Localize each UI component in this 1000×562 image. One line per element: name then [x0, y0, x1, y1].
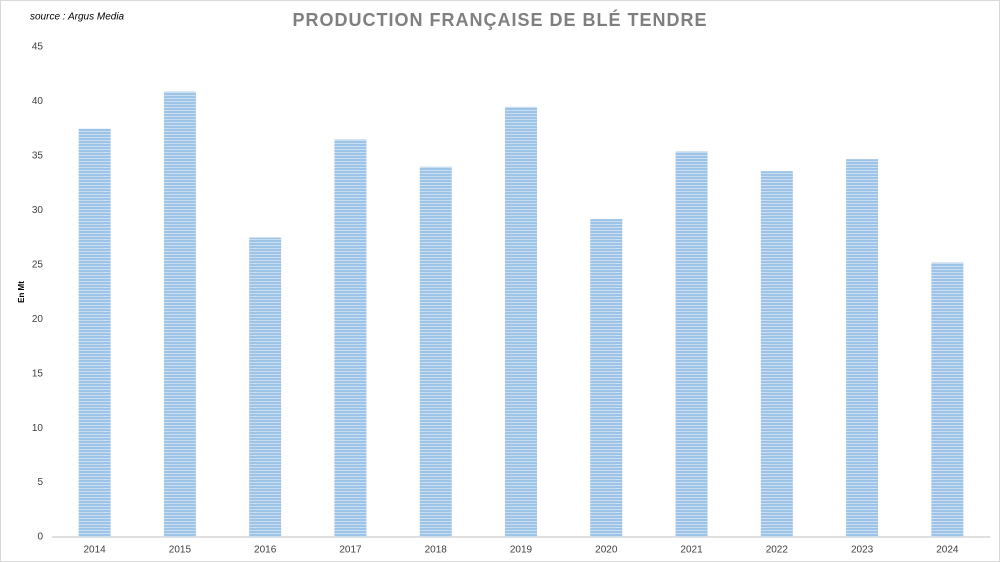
bar: [931, 262, 964, 537]
source-note: source : Argus Media: [30, 12, 125, 23]
bar: [590, 219, 623, 538]
bar: [163, 91, 196, 538]
bar: [675, 151, 708, 538]
y-tick-label: 40: [32, 96, 44, 107]
y-tick-label: 30: [32, 205, 44, 216]
x-tick-label: 2019: [510, 545, 533, 556]
bar: [78, 128, 111, 537]
x-tick-label: 2023: [851, 545, 874, 556]
y-tick-label: 20: [32, 314, 44, 325]
bar: [505, 106, 537, 537]
x-tick-label: 2024: [936, 545, 959, 556]
y-axis-label: En Mt: [17, 281, 26, 303]
x-tick-label: 2021: [680, 545, 703, 556]
y-tick-label: 10: [32, 423, 44, 434]
chart-title: PRODUCTION FRANÇAISE DE BLÉ TENDRE: [292, 9, 707, 30]
y-tick-label: 25: [32, 259, 44, 270]
x-tick-label: 2020: [595, 545, 618, 556]
x-tick-label: 2014: [84, 545, 107, 556]
y-tick-label: 15: [32, 368, 44, 379]
bar: [760, 171, 793, 537]
bar: [249, 237, 282, 538]
x-tick-label: 2018: [425, 545, 448, 556]
bar: [419, 166, 452, 537]
y-tick-label: 0: [37, 532, 43, 543]
x-tick-label: 2016: [254, 545, 277, 556]
bar: [846, 159, 879, 537]
x-tick-label: 2017: [339, 545, 362, 556]
x-tick-label: 2015: [169, 545, 192, 556]
bar: [334, 139, 367, 538]
x-tick-label: 2022: [766, 545, 789, 556]
y-tick-label: 45: [32, 42, 44, 53]
y-tick-label: 35: [32, 151, 44, 162]
y-tick-label: 5: [37, 477, 43, 488]
